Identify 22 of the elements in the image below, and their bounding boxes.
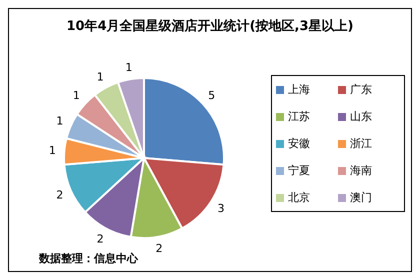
data-label: 3 xyxy=(218,202,225,215)
data-label: 1 xyxy=(56,114,64,128)
legend-label: 北京 xyxy=(288,190,310,205)
data-label: 1 xyxy=(125,60,132,74)
data-label: 5 xyxy=(208,89,216,102)
data-label: 2 xyxy=(56,188,64,202)
legend-label: 上海 xyxy=(288,82,310,97)
text: 数据整理：信息中心 xyxy=(39,251,138,266)
data-label: 1 xyxy=(96,70,104,84)
data-label: 1 xyxy=(48,144,56,157)
legend-label: 江苏 xyxy=(288,109,310,124)
chart-title: 10年4月全国星级酒店开业统计(按地区,3星以上) xyxy=(65,18,354,35)
legend-label: 安徽 xyxy=(288,136,310,151)
legend-label: 广东 xyxy=(350,82,372,97)
legend-label: 浙江 xyxy=(350,136,372,151)
data-label: 2 xyxy=(156,242,163,256)
legend-label: 山东 xyxy=(350,109,372,124)
legend-label: 海南 xyxy=(350,163,372,178)
legend-label: 宁夏 xyxy=(288,163,310,178)
data-label: 2 xyxy=(96,232,104,246)
data-label: 1 xyxy=(72,89,80,102)
legend-label: 澳门 xyxy=(350,190,372,205)
